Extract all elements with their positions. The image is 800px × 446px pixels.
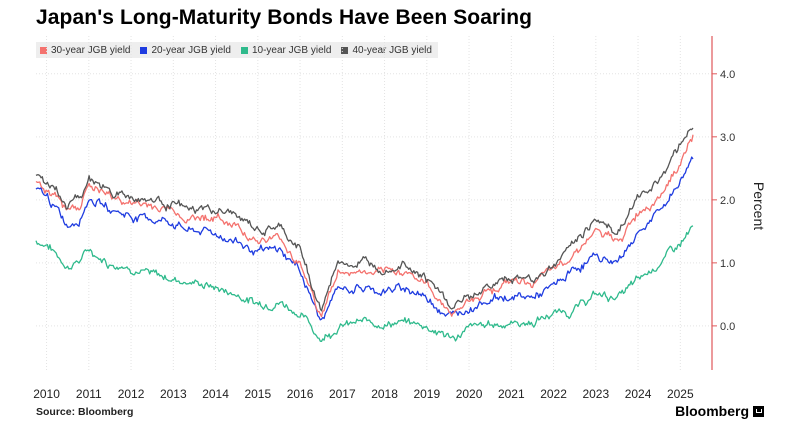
- x-tick-label: 2024: [625, 387, 652, 401]
- x-tick-label: 2021: [498, 387, 525, 401]
- x-tick-label: 2016: [287, 387, 314, 401]
- x-tick-label: 2015: [244, 387, 271, 401]
- series-line-30-year-jgb-yield: [35, 134, 694, 318]
- source-label: Source:: [36, 406, 76, 418]
- source-note: Source: Bloomberg: [36, 406, 133, 418]
- chart-title: Japan's Long-Maturity Bonds Have Been So…: [36, 6, 533, 29]
- x-tick-label: 2013: [160, 387, 187, 401]
- x-tick-label: 2023: [582, 387, 609, 401]
- legend-label-40y: 40-year JGB yield: [352, 44, 432, 56]
- x-tick-label: 2022: [540, 387, 567, 401]
- x-tick-label: 2018: [371, 387, 398, 401]
- x-tick-label: 2010: [33, 387, 60, 401]
- x-tick-label: 2017: [329, 387, 356, 401]
- x-tick-label: 2011: [76, 387, 102, 401]
- x-tick-label: 2019: [413, 387, 440, 401]
- legend: 30-year JGB yield 20-year JGB yield 10-y…: [36, 42, 438, 58]
- legend-item-40y: 40-year JGB yield: [341, 44, 432, 56]
- source-value: Bloomberg: [78, 406, 134, 418]
- legend-label-10y: 10-year JGB yield: [251, 44, 332, 56]
- x-tick-label: 2025: [667, 387, 694, 401]
- bloomberg-terminal-icon: [753, 405, 764, 417]
- y-axis-label: Percent: [751, 181, 768, 231]
- legend-label-20y: 20-year JGB yield: [151, 44, 231, 56]
- legend-swatch-30y: [40, 46, 47, 54]
- x-tick-label: 2020: [456, 387, 483, 401]
- y-tick-label: 0.0: [720, 321, 735, 333]
- y-tick-label: 4.0: [720, 69, 735, 81]
- x-tick-label: 2012: [118, 387, 145, 401]
- y-tick-label: 2.0: [720, 195, 735, 207]
- y-tick-label: 3.0: [720, 132, 735, 144]
- legend-label-30y: 30-year JGB yield: [51, 44, 131, 56]
- series-line-40-year-jgb-yield: [35, 127, 694, 312]
- series-line-20-year-jgb-yield: [35, 156, 694, 321]
- legend-item-10y: 10-year JGB yield: [240, 44, 332, 56]
- y-tick-label: 1.0: [720, 258, 735, 270]
- brand-text: Bloomberg: [675, 403, 749, 419]
- legend-item-30y: 30-year JGB yield: [40, 45, 130, 56]
- legend-swatch-10y: [240, 46, 248, 54]
- legend-swatch-20y: [140, 46, 148, 54]
- legend-item-20y: 20-year JGB yield: [140, 44, 231, 56]
- legend-swatch-40y: [341, 46, 349, 54]
- series-line-10-year-jgb-yield: [35, 225, 694, 343]
- x-tick-label: 2014: [202, 387, 229, 401]
- brand-logo: Bloomberg: [675, 403, 764, 419]
